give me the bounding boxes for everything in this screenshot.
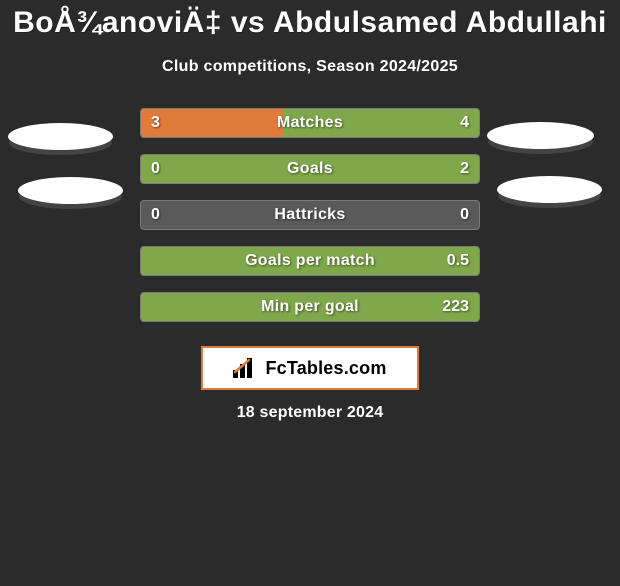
date-text: 18 september 2024 (0, 404, 620, 422)
team-badge-placeholder (18, 177, 123, 204)
stat-row: 0.5 Goals per match (0, 246, 620, 292)
stats-container: 3 4 Matches 0 2 Goals 0 0 Hattricks 0.5 Goals per … (0, 108, 620, 338)
stat-label: Min per goal (261, 298, 359, 316)
stat-label: Goals (287, 160, 333, 178)
stat-right-value: 0 (460, 206, 469, 224)
stat-bar-track: 0 0 Hattricks (140, 200, 480, 230)
stat-row: 223 Min per goal (0, 292, 620, 338)
stat-bar-track: 0 2 Goals (140, 154, 480, 184)
stat-bar-track: 0.5 Goals per match (140, 246, 480, 276)
stat-right-value: 223 (442, 298, 469, 316)
stat-label: Goals per match (245, 252, 375, 270)
stat-row: 0 0 Hattricks (0, 200, 620, 246)
page-title: BoÅ¾anoviÄ‡ vs Abdulsamed Abdullahi (0, 6, 620, 40)
stat-left-value: 0 (151, 160, 160, 178)
stat-right-value: 4 (460, 114, 469, 132)
subtitle: Club competitions, Season 2024/2025 (0, 58, 620, 76)
stat-label: Hattricks (274, 206, 345, 224)
stat-label: Matches (277, 114, 343, 132)
team-badge-placeholder (487, 122, 594, 149)
team-badge-placeholder (497, 176, 602, 203)
stat-left-value: 3 (151, 114, 160, 132)
stat-left-value: 0 (151, 206, 160, 224)
stat-bar-track: 223 Min per goal (140, 292, 480, 322)
branding-icon (233, 358, 259, 378)
team-badge-placeholder (8, 123, 113, 150)
stat-bar-track: 3 4 Matches (140, 108, 480, 138)
stat-bar-left-fill (141, 109, 283, 137)
branding-box: FcTables.com (201, 346, 419, 390)
stat-right-value: 0.5 (447, 252, 469, 270)
branding-text: FcTables.com (265, 358, 386, 379)
stat-right-value: 2 (460, 160, 469, 178)
